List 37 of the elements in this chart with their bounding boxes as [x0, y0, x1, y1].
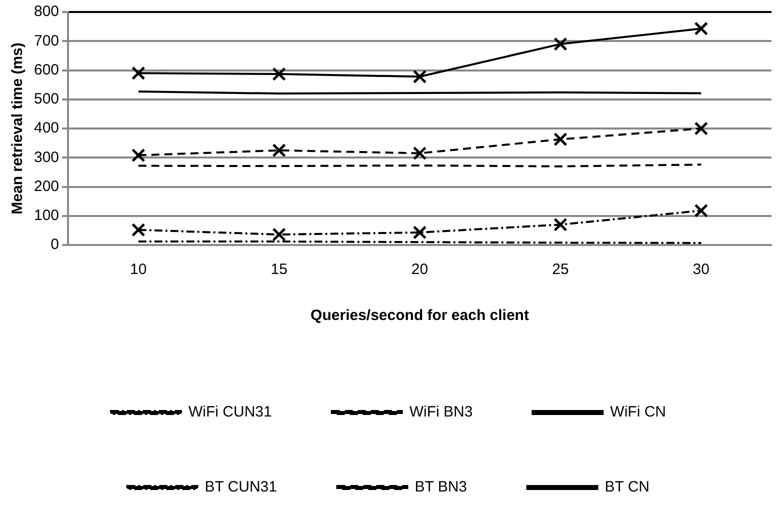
x-tick-label: 25 [552, 261, 569, 278]
y-tick-label: 200 [34, 178, 60, 195]
legend-label: BT CUN31 [204, 478, 277, 496]
point [694, 204, 708, 218]
y-tick-label: 700 [34, 32, 60, 50]
point [554, 132, 568, 146]
point [412, 146, 427, 160]
y-tick-label: 600 [34, 61, 60, 78]
legend-label: BT BN3 [414, 478, 467, 496]
point [272, 67, 286, 81]
point [412, 70, 427, 84]
point [131, 66, 146, 80]
legend-label: BT CN [604, 478, 650, 496]
y-tick-label: 800 [34, 3, 60, 20]
y-axis-title: Mean retrieval time (ms) [9, 42, 26, 214]
x-tick-label: 15 [270, 261, 288, 278]
y-tick-label: 100 [34, 207, 60, 224]
x-tick-label: 10 [130, 261, 147, 278]
x-tick-label: 20 [411, 261, 428, 278]
y-tick-label: 300 [34, 148, 60, 166]
point [694, 22, 708, 36]
y-tick-label: 400 [34, 120, 60, 137]
point [554, 37, 568, 51]
y-tick-label: 500 [34, 90, 60, 108]
x-tick-label: 30 [692, 261, 710, 278]
point [131, 148, 146, 162]
point [131, 222, 146, 237]
legend-label: WiFi CUN31 [188, 404, 272, 421]
legend-label: WiFi CN [610, 404, 666, 421]
point [272, 143, 286, 158]
x-axis-title: Queries/second for each client [310, 307, 529, 324]
point [554, 218, 568, 232]
legend-label: WiFi BN3 [409, 404, 473, 421]
y-tick-label: 0 [50, 236, 60, 254]
point [412, 226, 427, 240]
point [272, 228, 286, 242]
point [694, 122, 708, 136]
